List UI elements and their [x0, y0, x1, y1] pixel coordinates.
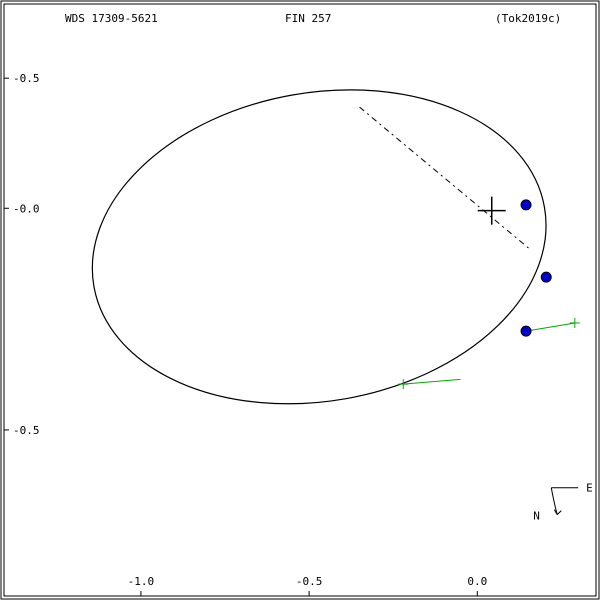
compass-n-label: N [533, 510, 540, 523]
compass-n-arrow [554, 510, 561, 515]
observation-point [541, 272, 551, 282]
line-of-nodes [360, 107, 532, 250]
orbit-ellipse [67, 55, 571, 438]
compass-e-label: E [586, 482, 593, 495]
ytick-label: -0.5 [13, 424, 40, 437]
plot-content: -1.0 -0.5 0.0 -0.5 -0.0 -0.5 E N [4, 55, 593, 596]
header-right: (Tok2019c) [495, 12, 561, 25]
plot-border-outer [1, 1, 599, 599]
header-center: FIN 257 [285, 12, 331, 25]
ytick-label: -0.0 [13, 202, 40, 215]
header-left: WDS 17309-5621 [65, 12, 158, 25]
xtick-label: 0.0 [467, 575, 487, 588]
xtick-label: -0.5 [296, 575, 323, 588]
residual-segment [526, 323, 575, 331]
orbit-plot-container: WDS 17309-5621 FIN 257 (Tok2019c) -1.0 -0… [0, 0, 600, 600]
orbit-plot: WDS 17309-5621 FIN 257 (Tok2019c) -1.0 -0… [0, 0, 600, 600]
plot-border-inner [4, 4, 596, 596]
observation-point [521, 326, 531, 336]
ytick-label: -0.5 [13, 72, 40, 85]
xtick-label: -1.0 [128, 575, 155, 588]
observation-point [521, 200, 531, 210]
